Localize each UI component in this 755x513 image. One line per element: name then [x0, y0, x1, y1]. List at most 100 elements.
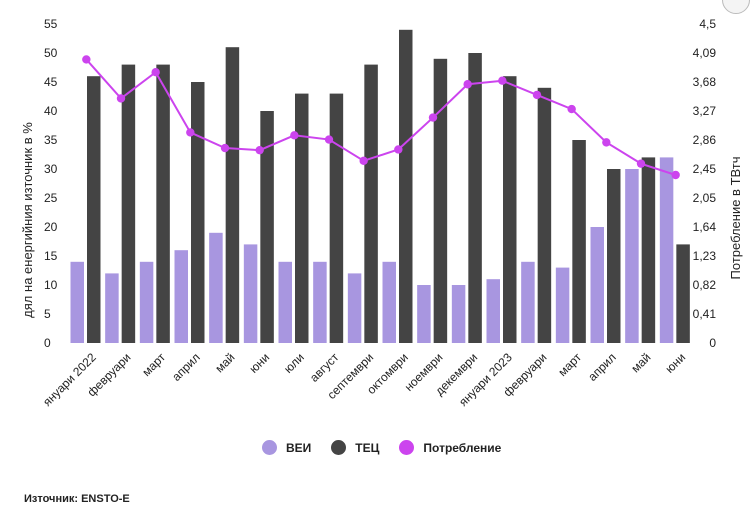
consumption-point — [671, 170, 680, 180]
bar-tec — [503, 76, 517, 343]
consumption-point — [116, 94, 126, 103]
bar-vei — [382, 261, 396, 343]
x-tick-label: юни — [663, 350, 689, 376]
consumption-point — [567, 104, 576, 114]
legend-label-vei: ВЕИ — [286, 440, 312, 455]
bar-tec — [87, 76, 101, 343]
y-right-tick-label: 3,27 — [693, 104, 717, 118]
y-left-tick-label: 50 — [44, 46, 58, 60]
bar-vei — [313, 261, 327, 343]
bar-tec — [156, 64, 170, 343]
x-tick-label: юни — [247, 350, 273, 376]
legend-item-tec: ТЕЦ — [331, 440, 379, 455]
consumption-point — [186, 128, 195, 137]
y-left-tick-label: 25 — [44, 191, 58, 205]
bar-tec — [329, 93, 344, 343]
y-left-tick-label: 55 — [44, 17, 58, 31]
bar-tec — [607, 169, 621, 343]
consumption-point — [463, 80, 472, 89]
bar-tec — [468, 53, 482, 343]
bar-vei — [174, 250, 188, 343]
consumption-point — [602, 138, 611, 147]
y-left-tick-label: 35 — [44, 133, 58, 147]
legend-swatch-consumption — [399, 440, 415, 455]
bar-vei — [486, 279, 500, 343]
x-tick-label: януари 2022 — [40, 350, 99, 409]
y-right-tick-label: 4,5 — [699, 17, 716, 31]
bar-tec — [260, 111, 274, 343]
legend-swatch-tec — [331, 440, 347, 455]
bar-tec — [191, 82, 205, 343]
bar-tec — [295, 93, 309, 343]
legend-label-consumption: Потребление — [423, 440, 502, 455]
bar-vei — [139, 261, 154, 343]
x-tick-label: юли — [281, 350, 307, 376]
bar-tec — [676, 244, 690, 343]
y-right-tick-label: 0 — [709, 336, 716, 350]
bar-vei — [659, 157, 674, 343]
x-tick-label: март — [139, 350, 168, 379]
bar-vei — [625, 169, 639, 343]
x-tick-label: април — [585, 350, 619, 384]
y-left-tick-label: 5 — [44, 307, 51, 321]
y-right-tick-label: 1,64 — [693, 220, 717, 234]
chart: 0 5 10 15 20 25 30 35 40 45 50 55 0 0,41 0,82 1,23 1,64 2… — [20, 17, 743, 409]
bar-vei — [105, 273, 119, 343]
x-tick-label: май — [212, 350, 237, 375]
x-tick-label: април — [169, 350, 203, 384]
y-left-tick-label: 45 — [44, 75, 58, 89]
y-left-tick-label: 0 — [44, 336, 51, 350]
bar-tec — [433, 58, 448, 344]
y-right-tick-label: 0,41 — [693, 307, 717, 321]
consumption-point — [290, 131, 299, 140]
consumption-point — [324, 135, 334, 144]
y-right-axis-title: Потребление в ТВтч — [728, 157, 743, 280]
bar-tec — [121, 64, 136, 343]
bar-vei — [347, 273, 362, 343]
consumption-point — [498, 76, 507, 85]
y-left-tick-label: 30 — [44, 162, 58, 176]
legend-item-vei: ВЕИ — [262, 440, 311, 455]
consumption-point — [532, 90, 542, 100]
bar-vei — [278, 261, 292, 343]
bar-tec — [572, 140, 586, 343]
legend-swatch-vei — [262, 440, 277, 455]
legend-label-tec: ТЕЦ — [355, 440, 380, 455]
y-left-tick-label: 20 — [44, 220, 58, 234]
bar-vei — [590, 227, 604, 343]
bar-vei — [70, 261, 84, 343]
source-note: Източник: ENSTO-E — [24, 493, 130, 505]
bar-vei — [451, 285, 466, 343]
consumption-point — [255, 145, 264, 155]
consumption-line — [85, 58, 676, 176]
bar-tec — [537, 87, 552, 343]
consumption-point — [394, 145, 403, 154]
y-left-tick-label: 10 — [44, 278, 58, 292]
bar-vei — [521, 261, 535, 343]
bar-tec — [641, 157, 656, 343]
y-right-tick-label: 4,09 — [693, 46, 717, 60]
bar-tec — [399, 29, 413, 344]
chart-legend: ВЕИ ТЕЦ Потребление — [262, 440, 521, 455]
bar-tec — [225, 47, 240, 343]
x-tick-label: март — [555, 350, 584, 379]
y-right-tick-label: 1,23 — [693, 249, 717, 263]
bar-vei — [209, 232, 223, 343]
y-left-tick-label: 15 — [44, 249, 58, 263]
legend-item-consumption: Потребление — [399, 440, 501, 455]
y-right-tick-label: 0,82 — [693, 278, 717, 292]
consumption-point — [220, 143, 230, 153]
y-right-tick-label: 3,68 — [693, 75, 717, 89]
y-left-axis-title: дял на енергийния източник в % — [20, 122, 35, 318]
y-right-tick-label: 2,45 — [693, 162, 717, 176]
consumption-point — [359, 156, 368, 166]
consumption-point — [428, 113, 438, 122]
x-tick-label: май — [628, 350, 653, 375]
y-left-tick-label: 40 — [44, 104, 58, 118]
bar-tec — [364, 64, 378, 343]
y-right-tick-label: 2,05 — [693, 191, 717, 205]
bar-vei — [243, 244, 258, 343]
y-right-tick-label: 2,86 — [693, 133, 717, 147]
bar-vei — [555, 267, 570, 343]
consumption-point — [151, 68, 160, 77]
